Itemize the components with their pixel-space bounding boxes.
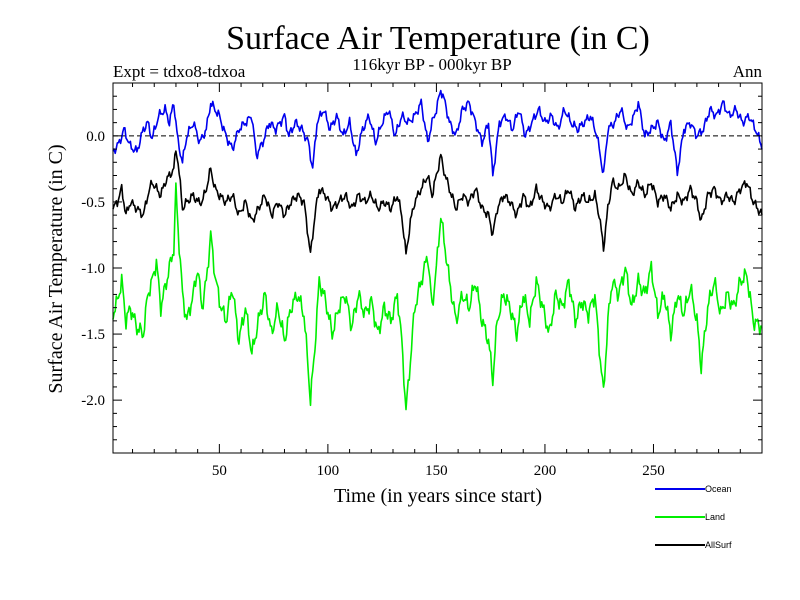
x-tick-label-150: 150 (425, 463, 448, 479)
legend-label-ocean: Ocean (705, 484, 732, 494)
series-line-ocean (112, 89, 763, 177)
legend: Ocean Land AllSurf (655, 484, 732, 550)
season-label: Ann (733, 62, 763, 81)
y-tick-label-2: -1.0 (81, 261, 105, 277)
x-tick-label-100: 100 (317, 463, 340, 479)
chart-title: Surface Air Temperature (in C) (226, 20, 650, 57)
y-axis-label: Surface Air Temperature (in C) (45, 144, 67, 393)
y-tick-label-1: -0.5 (81, 195, 105, 211)
x-tick-label-250: 250 (642, 463, 665, 479)
legend-label-allsurf: AllSurf (705, 540, 732, 550)
chart-subtitle: 116kyr BP - 000kyr BP (352, 55, 511, 74)
legend-label-land: Land (705, 512, 725, 522)
x-axis-label: Time (in years since start) (334, 485, 542, 507)
series-line-allsurf (112, 150, 763, 255)
experiment-label: Expt = tdxo8-tdxoa (113, 62, 246, 81)
y-tick-label-4: -2.0 (81, 393, 105, 409)
y-tick-label-3: -1.5 (81, 327, 105, 343)
x-tick-label-200: 200 (534, 463, 557, 479)
x-tick-label-50: 50 (212, 463, 227, 479)
y-tick-label-0: 0.0 (86, 129, 105, 145)
series-line-land (112, 182, 763, 411)
